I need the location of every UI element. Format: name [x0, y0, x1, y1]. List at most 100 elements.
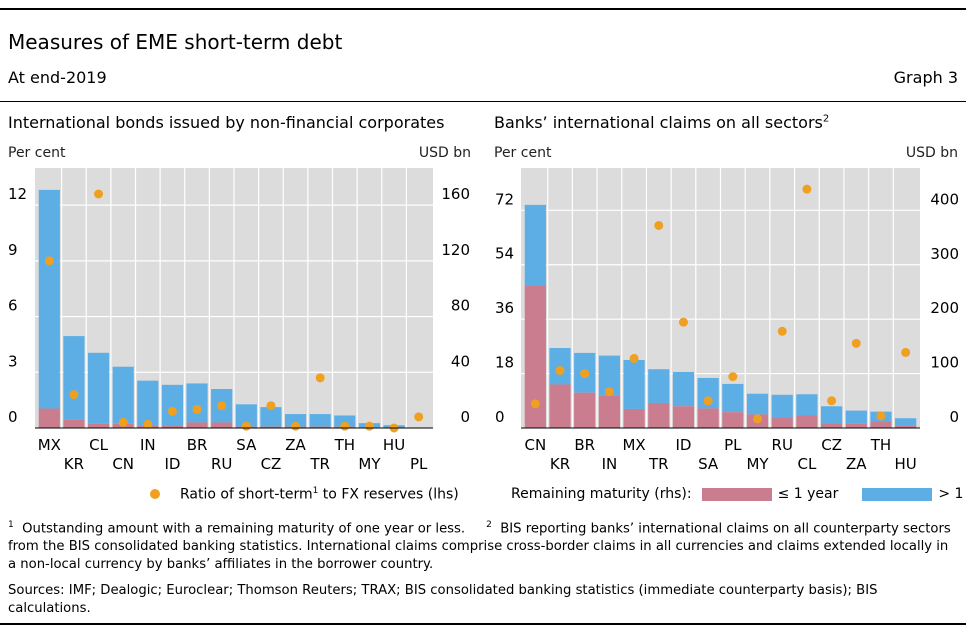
legend-dot-marker — [150, 489, 160, 500]
bottom-rule — [0, 623, 966, 625]
bar-long-kr — [63, 336, 85, 420]
rhs-tick-label: 80 — [451, 297, 470, 315]
category-label-tr: TR — [309, 455, 330, 473]
bar-long-cn — [112, 366, 134, 424]
ratio-dot-hu — [901, 347, 911, 357]
category-label-br: BR — [574, 436, 595, 454]
category-label-cz: CZ — [821, 436, 842, 454]
footnote-continuation: from the BIS consolidated banking statis… — [8, 539, 949, 573]
category-label-kr: KR — [550, 455, 570, 473]
left-panel-title: International bonds issued by non-financ… — [8, 113, 445, 132]
bar-short-br — [186, 422, 208, 428]
bar-short-tr — [648, 402, 670, 428]
category-label-za: ZA — [285, 436, 306, 454]
ratio-dot-pl — [414, 412, 424, 422]
right-panel-title: Banks’ international claims on all secto… — [494, 113, 829, 132]
left-rhs-unit: USD bn — [418, 145, 471, 161]
left-bar-chart: 03691204080120160MXKRCLCNINIDBRRUSACZZAT… — [8, 168, 470, 473]
bar-long-mx — [623, 359, 645, 409]
category-label-ru: RU — [211, 455, 232, 473]
category-label-cn: CN — [112, 455, 134, 473]
bar-short-hu — [895, 425, 917, 428]
category-label-id: ID — [164, 455, 180, 473]
lhs-tick-label: 0 — [8, 408, 18, 426]
bar-short-id — [161, 425, 184, 428]
ratio-dot-kr — [555, 366, 565, 376]
bar-long-th — [334, 415, 356, 427]
category-label-tr: TR — [648, 455, 669, 473]
page-subtitle: At end-2019 — [8, 68, 107, 87]
rhs-tick-label: 0 — [949, 408, 959, 426]
bar-long-my — [746, 393, 769, 415]
ratio-dot-id — [678, 317, 688, 327]
ratio-dot-ru — [777, 326, 787, 336]
ratio-dot-th — [876, 411, 886, 421]
ratio-dot-cl — [802, 184, 812, 194]
bar-long-id — [672, 371, 695, 407]
lhs-tick-label: 9 — [8, 241, 18, 259]
header-rule — [0, 101, 966, 102]
category-label-hu: HU — [383, 436, 405, 454]
bar-short-br — [574, 392, 596, 428]
category-label-za: ZA — [846, 455, 867, 473]
bar-long-in — [598, 355, 621, 396]
ratio-dot-cz — [266, 401, 276, 411]
bar-long-br — [186, 383, 208, 423]
right-lhs-unit: Per cent — [494, 145, 552, 161]
rhs-tick-label: 300 — [930, 245, 959, 263]
bar-short-mx — [623, 408, 645, 428]
ratio-dot-th — [340, 421, 350, 431]
category-label-cl: CL — [89, 436, 108, 454]
category-label-pl: PL — [410, 455, 428, 473]
category-label-mx: MX — [622, 436, 645, 454]
bar-long-sa — [697, 377, 719, 409]
legend-prefix: Remaining maturity (rhs): — [511, 486, 692, 502]
ratio-dot-br — [580, 369, 590, 379]
bar-short-id — [672, 406, 695, 428]
footnote-2-mark: 2 — [486, 520, 492, 530]
bar-long-hu — [895, 418, 917, 426]
legend-dot-label: Ratio of short-term1 to FX reserves (lhs… — [180, 486, 459, 503]
bar-short-cn — [524, 285, 546, 428]
ratio-dot-cn — [118, 417, 128, 427]
bar-long-cl — [796, 394, 818, 416]
category-label-th: TH — [334, 436, 355, 454]
sources: Sources: IMF; Dealogic; Euroclear; Thoms… — [8, 583, 878, 617]
footnote-2-text: BIS reporting banks’ international claim… — [500, 521, 951, 537]
bar-long-za — [845, 410, 867, 424]
category-label-kr: KR — [64, 455, 84, 473]
bar-long-in — [137, 380, 159, 426]
lhs-tick-label: 54 — [495, 245, 514, 263]
category-label-cn: CN — [524, 436, 546, 454]
bar-long-tr — [309, 414, 331, 427]
left-legend: Ratio of short-term1 to FX reserves (lhs… — [150, 486, 459, 503]
lhs-tick-label: 12 — [8, 185, 27, 203]
category-label-my: MY — [358, 455, 381, 473]
right-legend: Remaining maturity (rhs): ≤ 1 year > 1 y… — [511, 486, 966, 502]
bar-short-mx — [38, 408, 60, 428]
footnote-1-text: Outstanding amount with a remaining matu… — [22, 521, 466, 537]
lhs-tick-label: 6 — [8, 297, 18, 315]
ratio-dot-ru — [217, 401, 227, 411]
rhs-tick-label: 200 — [930, 299, 959, 317]
bar-short-pl — [722, 412, 744, 428]
ratio-dot-my — [753, 414, 763, 424]
category-label-br: BR — [187, 436, 208, 454]
ratio-dot-cn — [530, 399, 540, 409]
bar-long-za — [284, 414, 307, 427]
ratio-dot-za — [291, 421, 301, 431]
bar-short-cz — [260, 426, 282, 428]
category-label-hu: HU — [895, 455, 917, 473]
bar-long-cn — [524, 204, 546, 286]
bar-long-cz — [260, 407, 282, 427]
category-label-cl: CL — [797, 455, 816, 473]
lhs-tick-label: 18 — [495, 354, 514, 372]
bar-long-cl — [87, 352, 110, 424]
graph-number: Graph 3 — [893, 68, 958, 87]
category-label-sa: SA — [698, 455, 719, 473]
bar-short-za — [845, 423, 867, 428]
category-label-in: IN — [140, 436, 156, 454]
footnotes: 1 Outstanding amount with a remaining ma… — [8, 516, 958, 618]
ratio-dot-tr — [315, 373, 325, 383]
category-label-my: MY — [746, 455, 769, 473]
